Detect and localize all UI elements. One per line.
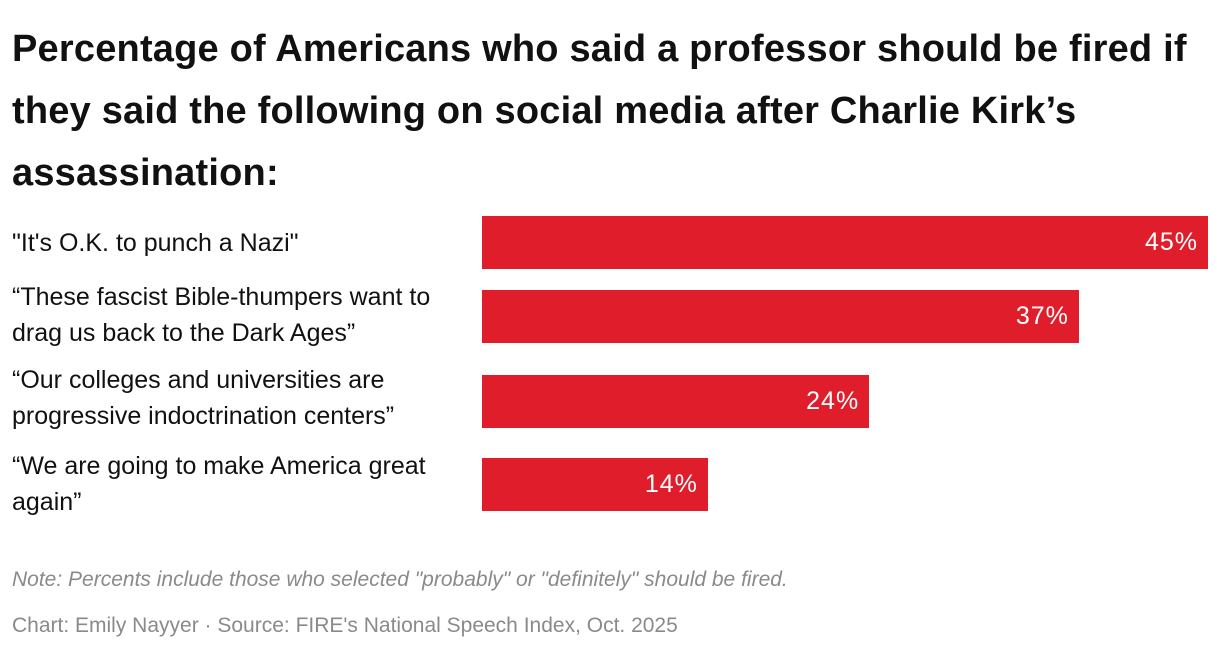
chart-note: Note: Percents include those who selecte…	[12, 568, 788, 591]
category-label: “Our colleges and universities are progr…	[12, 366, 395, 430]
category-label: “These fascist Bible-thumpers want to dr…	[12, 283, 431, 347]
chart-title: Percentage of Americans who said a profe…	[12, 28, 1187, 194]
data-label: 37%	[1015, 302, 1069, 330]
data-label: 45%	[1144, 228, 1198, 256]
category-label: "It's O.K. to punch a Nazi"	[12, 229, 299, 257]
chart-credit: Chart: Emily Nayyer · Source: FIRE's Nat…	[12, 614, 678, 637]
data-label: 14%	[644, 470, 698, 498]
data-label: 24%	[806, 387, 860, 415]
bar: 45%	[482, 216, 1208, 269]
category-label: “We are going to make America great agai…	[12, 452, 426, 516]
bar: 24%	[482, 375, 870, 428]
bar: 37%	[482, 290, 1079, 343]
bar: 14%	[482, 458, 708, 511]
